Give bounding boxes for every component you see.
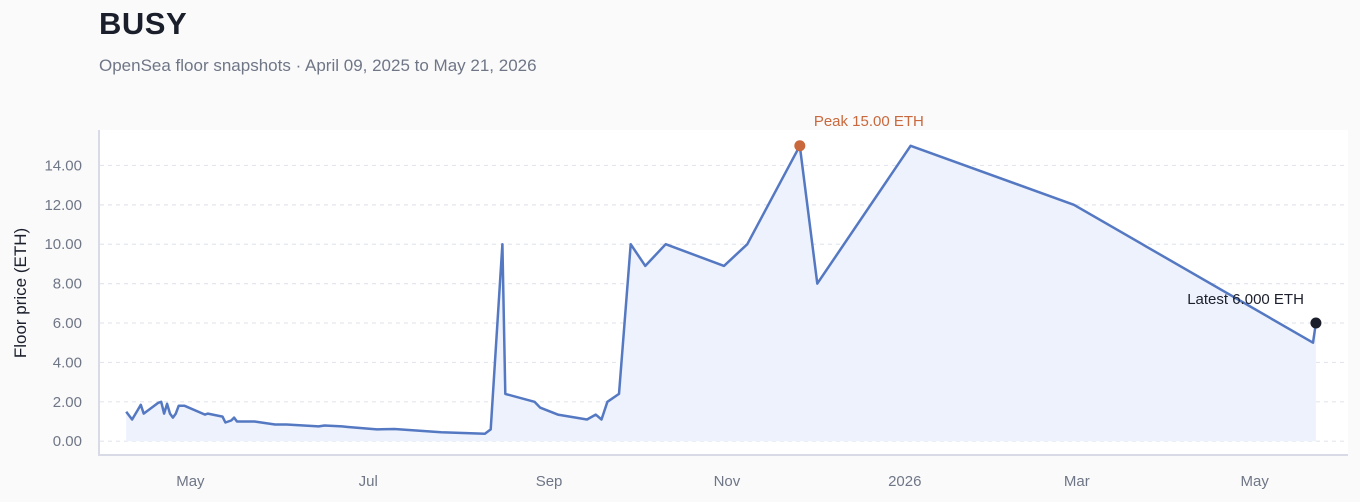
x-tick-label: 2026 [888, 473, 921, 490]
x-tick-label: May [176, 473, 205, 490]
x-tick-label: Nov [714, 473, 741, 490]
y-tick-label: 10.00 [44, 236, 82, 253]
peak-label: Peak 15.00 ETH [814, 113, 924, 130]
x-tick-label: Mar [1064, 473, 1090, 490]
latest-marker [1310, 317, 1322, 329]
price-area-fill [126, 145, 1316, 442]
y-tick-label: 12.00 [44, 197, 82, 214]
y-tick-label: 2.00 [53, 394, 82, 411]
peak-marker [794, 140, 806, 152]
y-tick-label: 0.00 [53, 433, 82, 450]
y-tick-labels: 0.00 2.00 4.00 6.00 8.00 10.00 12.00 14.00 [44, 157, 82, 450]
chart-title: BUSY [99, 6, 188, 41]
annotations: Peak 15.00 ETH Latest 6.000 ETH [794, 113, 1322, 329]
y-axis-title: Floor price (ETH) [11, 228, 30, 358]
x-tick-label: Jul [359, 473, 378, 490]
x-tick-label: Sep [536, 473, 563, 490]
latest-label: Latest 6.000 ETH [1187, 291, 1304, 308]
x-tick-label: May [1241, 473, 1270, 490]
y-tick-label: 4.00 [53, 354, 82, 371]
x-tick-labels: May Jul Sep Nov 2026 Mar May [176, 473, 1269, 490]
y-tick-label: 8.00 [53, 276, 82, 293]
y-tick-label: 6.00 [53, 315, 82, 332]
chart-subtitle: OpenSea floor snapshots · April 09, 2025… [99, 56, 537, 75]
y-tick-label: 14.00 [44, 157, 82, 174]
price-line [125, 144, 1318, 435]
